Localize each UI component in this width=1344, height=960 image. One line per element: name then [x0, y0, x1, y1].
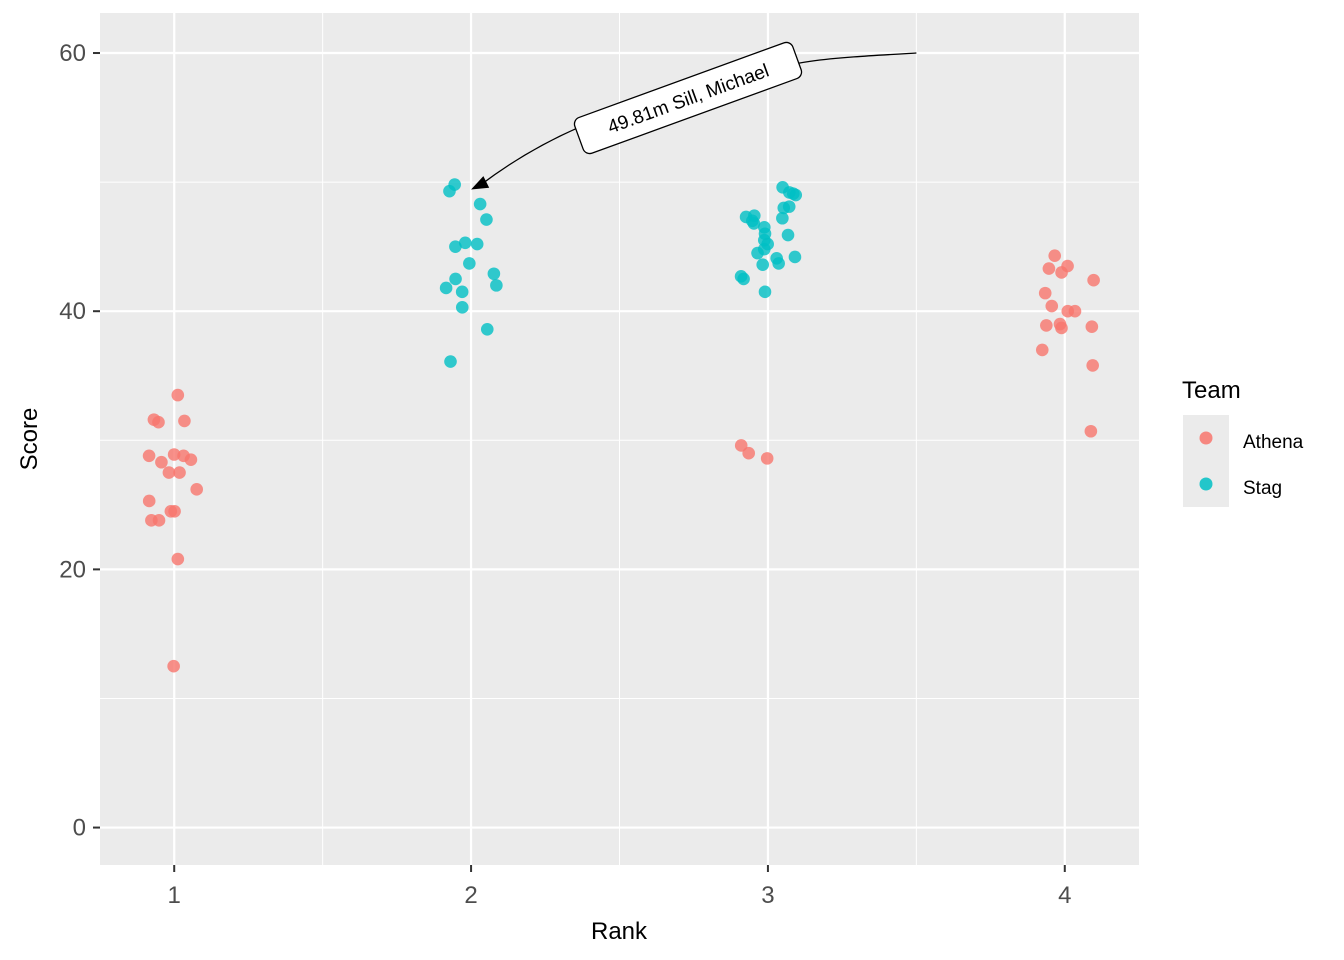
point-stag [455, 285, 469, 299]
point-athena [1068, 304, 1082, 318]
x-tick-label: 3 [761, 882, 774, 909]
point-athena [152, 514, 166, 527]
point-athena [167, 448, 181, 461]
point-athena [1038, 286, 1052, 300]
major-gridlines [100, 13, 1139, 865]
point-athena [1040, 319, 1053, 332]
point-stag [463, 257, 476, 270]
point-athena [167, 659, 180, 673]
point-athena [1053, 317, 1067, 331]
minor-gridlines [100, 13, 1139, 865]
point-athena [742, 446, 756, 460]
point-stag [776, 211, 789, 225]
point-stag [490, 279, 503, 292]
point-stag [758, 220, 771, 234]
point-stag [480, 322, 494, 336]
data-points [142, 178, 1100, 673]
point-athena [155, 455, 168, 469]
point-stag [776, 180, 789, 194]
point-athena [1084, 424, 1098, 438]
x-axis-title: Rank [591, 918, 648, 945]
point-athena [734, 439, 748, 452]
y-axis-title: Score [16, 408, 43, 471]
point-athena [1042, 262, 1056, 275]
point-athena [142, 449, 156, 463]
point-stag [770, 251, 783, 265]
point-athena [1045, 299, 1059, 313]
point-athena [162, 466, 176, 479]
annotation-box [573, 41, 803, 155]
point-athena [1085, 320, 1099, 333]
y-tick-label: 20 [59, 556, 86, 583]
point-athena [1086, 359, 1099, 372]
legend-marker-stag [1199, 477, 1213, 491]
point-athena [1061, 259, 1074, 273]
legend-label-athena: Athena [1243, 432, 1304, 453]
point-athena [760, 452, 774, 465]
point-athena [1035, 343, 1049, 357]
point-stag [470, 237, 484, 251]
point-stag [734, 270, 748, 283]
point-stag [473, 197, 487, 211]
y-tick-label: 0 [73, 815, 86, 842]
y-tick-label: 40 [59, 298, 86, 325]
point-athena [173, 466, 186, 479]
x-tick-label: 1 [168, 882, 181, 909]
point-stag [444, 355, 457, 368]
point-athena [142, 494, 156, 508]
y-tick-label: 60 [59, 40, 86, 67]
point-athena [171, 552, 185, 566]
point-stag [449, 240, 462, 253]
point-athena [168, 504, 181, 518]
point-stag [455, 301, 469, 314]
point-stag [782, 200, 796, 213]
point-stag [480, 213, 493, 226]
legend-title: Team [1182, 377, 1241, 404]
point-stag [758, 285, 772, 299]
x-tick-label: 4 [1058, 882, 1071, 909]
point-athena [1087, 273, 1100, 287]
point-stag [487, 267, 501, 281]
point-athena [1048, 249, 1062, 262]
annotation-arrowhead [471, 176, 490, 190]
point-athena [190, 483, 204, 496]
point-stag [781, 228, 795, 242]
legend-label-stag: Stag [1243, 478, 1282, 499]
point-stag [458, 236, 472, 250]
legend-marker-athena [1199, 431, 1213, 445]
point-stag [449, 272, 462, 286]
point-athena [147, 413, 161, 426]
point-stag [747, 209, 761, 222]
point-stag [448, 178, 461, 191]
point-athena [178, 414, 191, 428]
point-athena [171, 388, 185, 402]
x-tick-label: 2 [464, 882, 477, 909]
point-stag [439, 281, 453, 295]
point-stag [756, 258, 770, 272]
legend: Team Athena Stag [1182, 377, 1304, 507]
point-stag [788, 250, 802, 264]
point-athena [177, 449, 190, 463]
